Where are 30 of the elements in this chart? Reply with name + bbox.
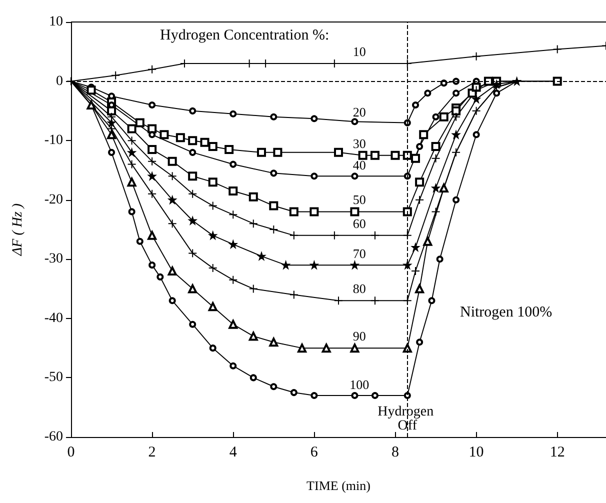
x-tick-label: 0	[67, 444, 75, 460]
y-tick-label: -60	[44, 430, 63, 444]
x-tick-label: 8	[391, 444, 399, 460]
y-axis-title: ΔF ( Hz )	[10, 203, 26, 257]
y-tick-label: -50	[44, 370, 63, 386]
x-tick-label: 4	[229, 444, 238, 460]
annotation: Hydrogen Concentration %:	[160, 28, 330, 44]
y-tick-label: -20	[44, 192, 63, 208]
series-label: 10	[352, 44, 366, 59]
y-tick-label: -40	[44, 310, 63, 326]
x-tick-label: 12	[550, 444, 565, 460]
x-tick-label: 6	[310, 444, 318, 460]
x-tick-label: 2	[148, 444, 156, 460]
series-label: 50	[352, 192, 366, 208]
series-label: 90	[352, 328, 366, 344]
x-tick-label: 10	[468, 444, 484, 460]
x-axis-title: TIME (min)	[306, 478, 370, 493]
y-tick-label: -10	[44, 133, 63, 148]
series-label: 70	[352, 246, 366, 262]
series-label: 20	[352, 104, 366, 120]
y-tick-label: 0	[56, 74, 63, 89]
annotation: Nitrogen 100%	[460, 304, 552, 320]
series-label: 30	[352, 136, 366, 151]
series-label: 100	[350, 377, 370, 392]
ref-line-label: Hydrogen Off	[378, 404, 438, 434]
y-tick-label: -30	[44, 252, 63, 267]
series-label: 60	[352, 216, 366, 231]
y-tick-label: 10	[49, 14, 63, 30]
series-label: 80	[352, 281, 366, 296]
series-label: 40	[352, 158, 366, 173]
